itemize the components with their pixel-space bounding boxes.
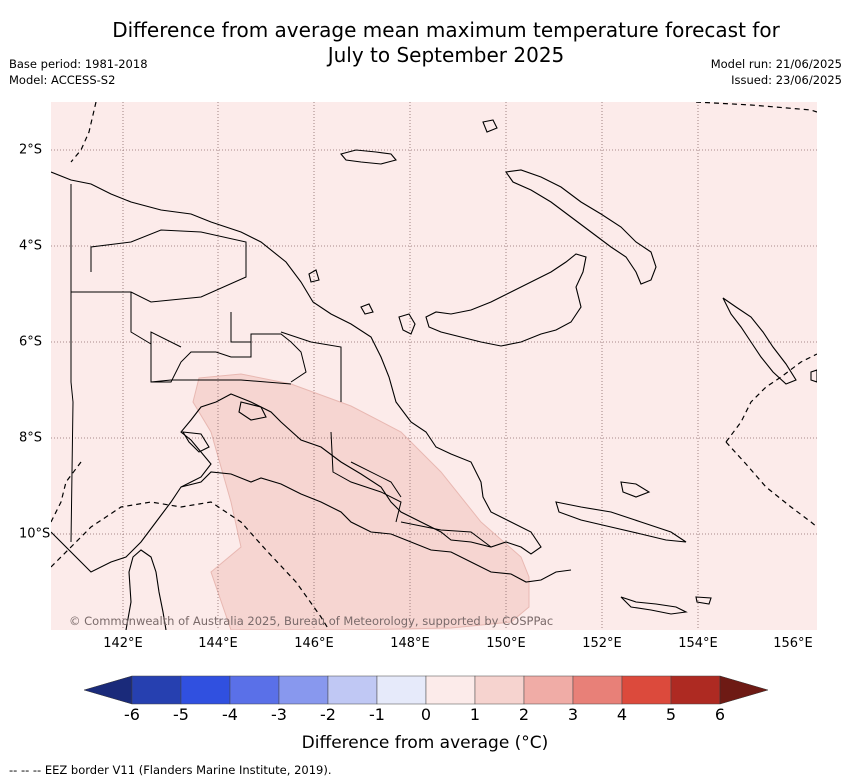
colorbar-segment <box>131 675 182 705</box>
colorbar-segment <box>180 675 231 705</box>
y-tick-10s: 10°S <box>19 526 51 542</box>
colorbar-tick-label: -6 <box>124 705 140 724</box>
colorbar-segment <box>523 675 574 705</box>
colorbar-under-arrow <box>83 675 133 705</box>
x-tick-150e: 150°E <box>486 636 526 651</box>
title-line-1: Difference from average mean maximum tem… <box>112 18 780 42</box>
colorbar-title: Difference from average (°C) <box>301 733 549 753</box>
colorbar-segment <box>376 675 427 705</box>
colorbar-tick-label: 3 <box>567 705 579 724</box>
colorbar-tick-label: 2 <box>518 705 530 724</box>
borders <box>70 184 492 548</box>
colorbar-segment <box>572 675 623 705</box>
colorbar-tick-label: -1 <box>369 705 385 724</box>
y-tick-2s: 2°S <box>19 142 43 158</box>
graticule <box>51 102 817 630</box>
colorbar-tick-label: -4 <box>222 705 238 724</box>
colorbar-tick-label: 6 <box>714 705 726 724</box>
map-svg <box>51 102 817 630</box>
x-tick-144e: 144°E <box>198 636 238 651</box>
colorbar-tick-label: 1 <box>469 705 481 724</box>
x-tick-142e: 142°E <box>103 636 143 651</box>
colorbar-segment <box>327 675 378 705</box>
base-period-text: Base period: 1981-2018 <box>9 57 148 71</box>
colorbar-tick-label: -2 <box>320 705 336 724</box>
colorbar-segment <box>229 675 280 705</box>
x-tick-148e: 148°E <box>390 636 430 651</box>
copyright-text: © Commonwealth of Australia 2025, Bureau… <box>69 614 554 628</box>
colorbar-tick-label: 0 <box>420 705 432 724</box>
y-tick-4s: 4°S <box>19 238 43 254</box>
colorbar-tick-label: -3 <box>271 705 287 724</box>
colorbar-tick-label: -5 <box>173 705 189 724</box>
colorbar-tick-label: 4 <box>616 705 628 724</box>
map-title: Difference from average mean maximum tem… <box>70 18 822 68</box>
colorbar-over-arrow <box>719 675 769 705</box>
eez-footnote: -- -- -- EEZ border V11 (Flanders Marine… <box>9 763 332 777</box>
title-line-2: July to September 2025 <box>327 43 565 67</box>
x-tick-156e: 156°E <box>773 636 813 651</box>
colorbar-segment <box>621 675 672 705</box>
colorbar-segment <box>278 675 329 705</box>
colorbar-segment <box>425 675 476 705</box>
coastlines <box>51 119 817 630</box>
x-tick-146e: 146°E <box>294 636 334 651</box>
y-tick-8s: 8°S <box>19 430 43 446</box>
meta-right: Model run: 21/06/2025 Issued: 23/06/2025 <box>711 56 842 88</box>
model-text: Model: ACCESS-S2 <box>9 73 116 87</box>
colorbar-svg <box>83 675 769 705</box>
y-tick-6s: 6°S <box>19 334 43 350</box>
colorbar-tick-label: 5 <box>665 705 677 724</box>
colorbar <box>83 675 769 705</box>
x-tick-152e: 152°E <box>582 636 622 651</box>
x-tick-154e: 154°E <box>678 636 718 651</box>
issued-text: Issued: 23/06/2025 <box>731 73 842 87</box>
map-panel <box>51 102 817 630</box>
colorbar-segment <box>670 675 721 705</box>
model-run-text: Model run: 21/06/2025 <box>710 57 842 71</box>
colorbar-segment <box>474 675 525 705</box>
eez-borders <box>51 102 817 630</box>
meta-left: Base period: 1981-2018 Model: ACCESS-S2 <box>9 56 148 88</box>
